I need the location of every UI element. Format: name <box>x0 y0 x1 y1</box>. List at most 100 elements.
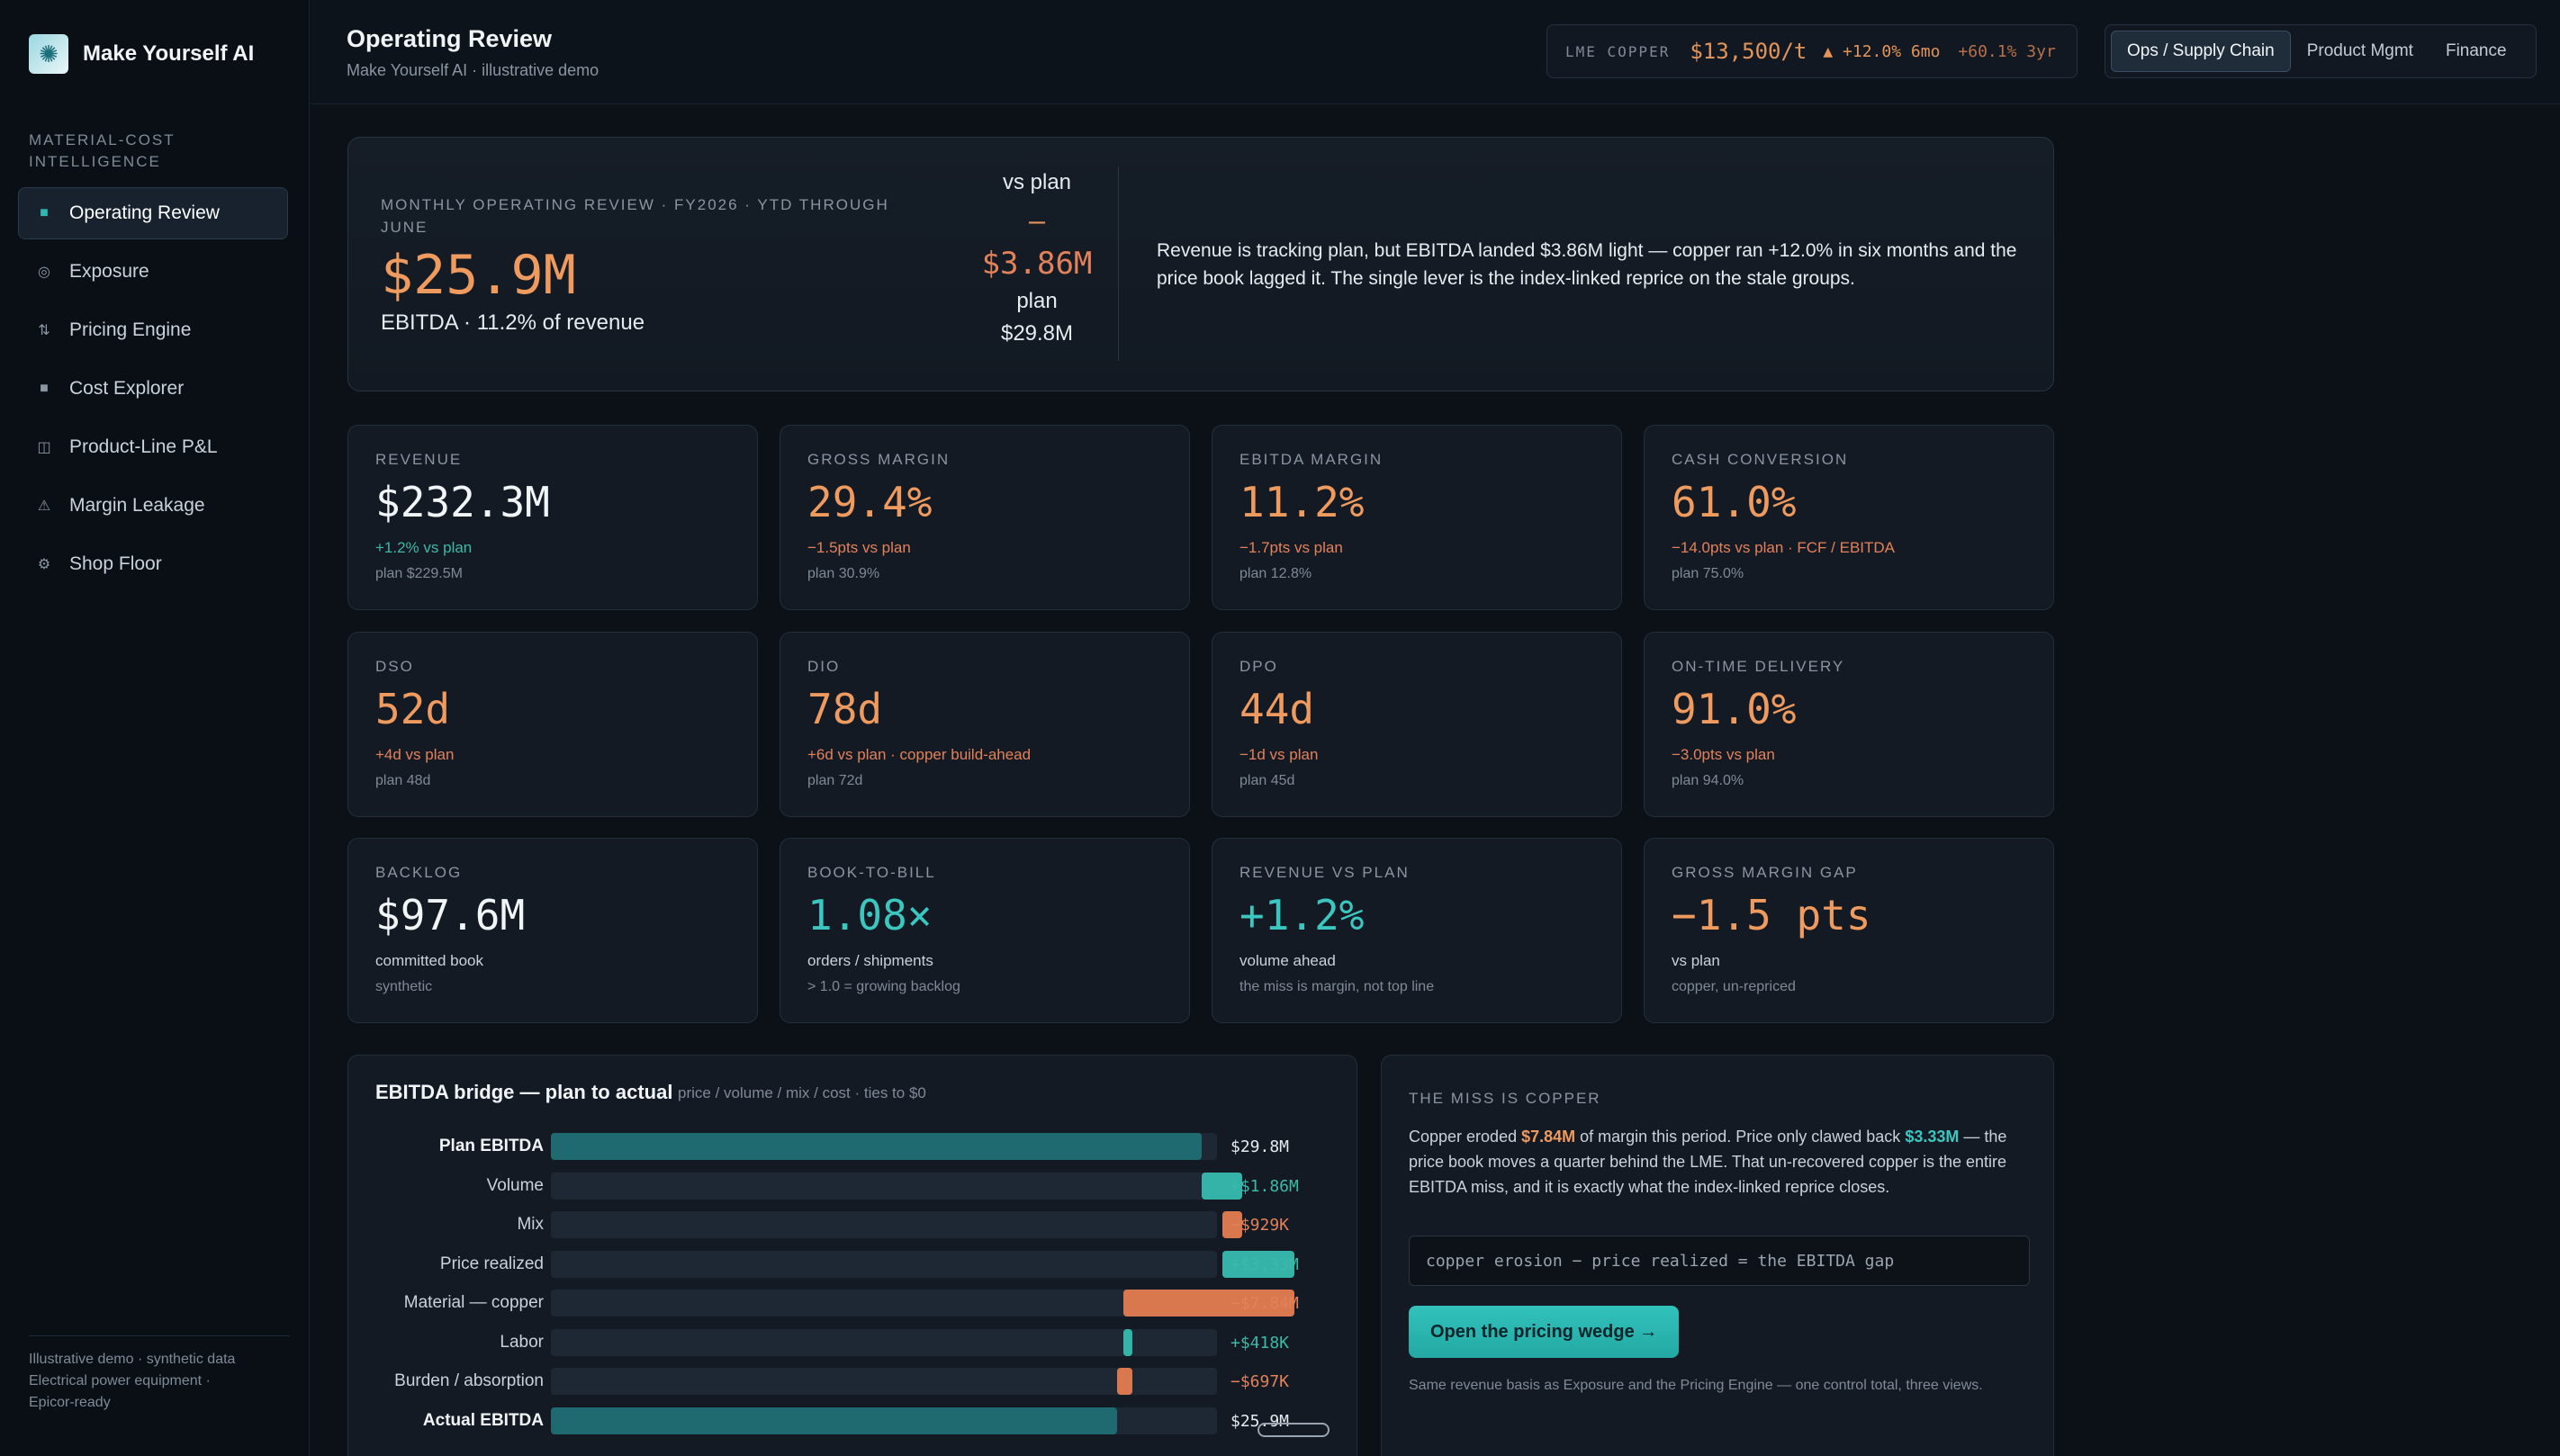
kpi-value: $97.6M <box>375 891 526 939</box>
kpi-label: CASH CONVERSION <box>1672 451 1849 468</box>
brand-name: Make Yourself AI <box>83 41 255 66</box>
sidebar-item-label: Product-Line P&L <box>69 436 218 457</box>
bridge-value-label: +$1.86M <box>1230 1176 1299 1196</box>
arrows-icon: ⇅ <box>38 323 50 338</box>
price-realized-amount: $3.33M <box>1905 1128 1960 1146</box>
bridge-row-label: Price realized <box>439 1254 544 1273</box>
warning-icon: ⚠ <box>37 499 51 514</box>
bridge-value-label: −$929K <box>1230 1216 1290 1235</box>
ticker-label: LME COPPER <box>1565 42 1671 60</box>
hero-narrative: Revenue is tracking plan, but EBITDA lan… <box>1157 240 2017 289</box>
hero-divider <box>1118 166 1119 361</box>
copper-text-part: — the price book moves a quarter behind … <box>1409 1128 2007 1196</box>
kpi-value: 91.0% <box>1672 685 1797 733</box>
kpi-value: 29.4% <box>807 478 933 526</box>
sidebar-footer-line: Epicor-ready <box>29 1395 111 1410</box>
copper-formula: copper erosion − price realized = the EB… <box>1409 1236 2030 1286</box>
sidebar-item-pricing-engine[interactable]: ⇅ Pricing Engine <box>18 304 288 356</box>
kpi-card: REVENUE $232.3M +1.2% vs plan plan $229.5M <box>347 425 758 610</box>
kpi-label: BACKLOG <box>375 864 463 881</box>
kpi-card: EBITDA MARGIN 11.2% −1.7pts vs plan plan 12… <box>1212 425 1622 610</box>
bridge-track <box>551 1211 1217 1238</box>
copper-explanation: Copper eroded $7.84M of margin this peri… <box>1409 1124 2030 1200</box>
kpi-label: GROSS MARGIN <box>807 451 951 468</box>
ticker-price: $13,500/t <box>1690 39 1807 64</box>
ticker-change-3yr: +60.1% 3yr <box>1958 41 2056 61</box>
bridge-row-label: Material — copper <box>403 1293 544 1312</box>
top-header: Operating Review Make Yourself AI · illu… <box>311 0 2560 104</box>
copper-text-part: Copper eroded <box>1409 1128 1522 1146</box>
sidebar-item-product-line-pl[interactable]: ◫ Product-Line P&L <box>18 421 288 473</box>
kpi-label: ON-TIME DELIVERY <box>1672 658 1845 675</box>
sidebar-item-label: Operating Review <box>69 202 220 223</box>
brain-logo-icon: ✺ <box>29 34 68 74</box>
bridge-value-label: $29.8M <box>1230 1137 1290 1156</box>
kpi-label: DIO <box>807 658 841 675</box>
sidebar-section-label: MATERIAL-COST INTELLIGENCE <box>29 131 176 170</box>
bridge-row: Mix −$929K <box>348 1209 1358 1240</box>
role-finance[interactable]: Finance <box>2445 41 2507 60</box>
bridge-row: Actual EBITDA $25.9M <box>348 1406 1358 1436</box>
sidebar-item-label: Shop Floor <box>69 553 162 574</box>
sidebar-item-exposure[interactable]: ◎ Exposure <box>18 246 288 298</box>
copper-miss-card: THE MISS IS COPPER Copper eroded $7.84M … <box>1381 1055 2054 1456</box>
bridge-bar <box>1221 1250 1295 1278</box>
plan-value: $29.8M <box>1000 321 1074 346</box>
kpi-label: GROSS MARGIN GAP <box>1672 864 1858 881</box>
bridge-row-label: Labor <box>500 1332 544 1352</box>
bridge-row: Volume +$1.86M <box>348 1171 1358 1201</box>
kpi-plan: plan 75.0% <box>1672 566 1744 581</box>
kpi-delta: volume ahead <box>1239 952 1336 969</box>
sidebar: ✺ Make Yourself AI MATERIAL-COST INTELLI… <box>0 0 310 1456</box>
sidebar-item-label: Pricing Engine <box>69 319 192 340</box>
copper-text-part: of margin this period. Price only clawed… <box>1575 1128 1906 1146</box>
kpi-delta: −3.0pts vs plan <box>1672 746 1775 763</box>
role-product-mgmt[interactable]: Product Mgmt <box>2306 41 2413 60</box>
kpi-plan: copper, un-repriced <box>1672 979 1796 994</box>
kpi-delta: −1.7pts vs plan <box>1239 539 1343 556</box>
kpi-value: −1.5 pts <box>1672 891 1871 939</box>
bridge-row-label: Burden / absorption <box>394 1371 544 1390</box>
sidebar-item-margin-leakage[interactable]: ⚠ Margin Leakage <box>18 480 288 532</box>
bridge-bar <box>1202 1172 1243 1200</box>
bridge-row: Burden / absorption −$697K <box>348 1366 1358 1397</box>
hero-ebitda-subtitle: EBITDA · 11.2% of revenue <box>381 310 645 335</box>
bridge-row-label: Actual EBITDA <box>422 1410 544 1430</box>
kpi-plan: plan $229.5M <box>375 566 463 581</box>
kpi-card: DSO 52d +4d vs plan plan 48d <box>347 632 758 817</box>
bridge-row: Plan EBITDA $29.8M <box>348 1131 1358 1162</box>
vs-plan-delta: $3.86M <box>981 246 1093 282</box>
copper-footnote: Same revenue basis as Exposure and the P… <box>1409 1378 1983 1393</box>
bridge-bar <box>1123 1290 1295 1317</box>
bridge-row: Material — copper −$7.84M <box>348 1288 1358 1318</box>
kpi-plan: plan 48d <box>375 773 431 788</box>
columns-icon: ◫ <box>37 440 51 455</box>
gear-icon: ⚙ <box>37 557 51 572</box>
bridge-value-label: −$7.84M <box>1230 1294 1299 1313</box>
role-ops-supply-chain[interactable]: Ops / Supply Chain <box>2111 31 2291 72</box>
bridge-value-label: +$418K <box>1230 1333 1290 1353</box>
hero-summary: MONTHLY OPERATING REVIEW · FY2026 · YTD … <box>347 137 2054 391</box>
kpi-plan: plan 72d <box>807 773 863 788</box>
copper-kicker: THE MISS IS COPPER <box>1409 1090 1601 1107</box>
kpi-value: 1.08× <box>807 891 933 939</box>
kpi-card: DPO 44d −1d vs plan plan 45d <box>1212 632 1622 817</box>
kpi-card: DIO 78d +6d vs plan · copper build-ahead pl… <box>780 632 1190 817</box>
sidebar-nav: ■ Operating Review ◎ Exposure ⇅ Pricing … <box>18 187 288 597</box>
open-pricing-wedge-button[interactable]: Open the pricing wedge → <box>1409 1306 1680 1358</box>
kpi-card: ON-TIME DELIVERY 91.0% −3.0pts vs plan plan… <box>1644 632 2054 817</box>
sidebar-item-label: Exposure <box>69 261 149 282</box>
kpi-label: DSO <box>375 658 414 675</box>
scrollbar-handle[interactable] <box>1257 1423 1330 1437</box>
bridge-bar <box>1123 1328 1133 1356</box>
sidebar-item-shop-floor[interactable]: ⚙ Shop Floor <box>18 538 288 590</box>
bridge-value-label: $25.9M <box>1230 1411 1290 1431</box>
sidebar-item-label: Cost Explorer <box>69 378 185 399</box>
kpi-plan: > 1.0 = growing backlog <box>807 979 960 994</box>
sidebar-item-operating-review[interactable]: ■ Operating Review <box>18 187 288 239</box>
sidebar-item-cost-explorer[interactable]: ■ Cost Explorer <box>18 363 288 415</box>
kpi-delta: −1d vs plan <box>1239 746 1319 763</box>
kpi-value: 78d <box>807 685 883 733</box>
kpi-label: REVENUE VS PLAN <box>1239 864 1410 881</box>
brand[interactable]: ✺ Make Yourself AI <box>29 34 254 74</box>
